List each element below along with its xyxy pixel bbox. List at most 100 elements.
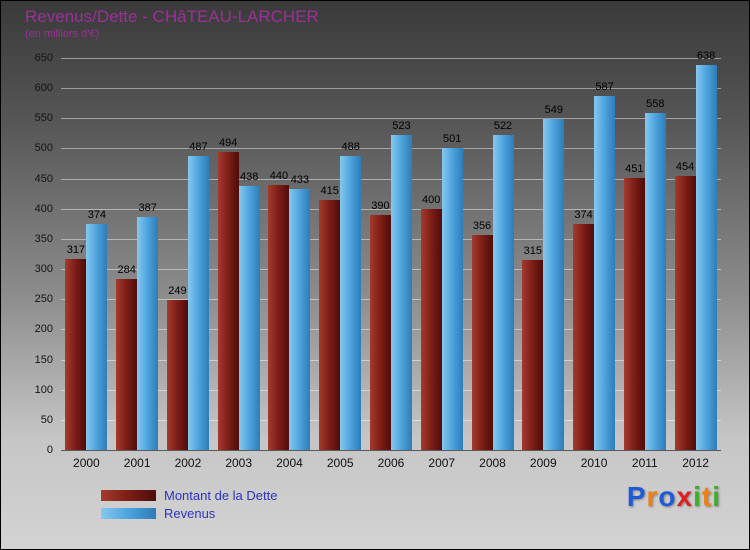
bar-revenus-2004: 433 <box>289 174 311 450</box>
bar-group-2011: 451 558 <box>619 58 670 450</box>
bar-group-2007: 400 501 <box>416 58 467 450</box>
proxiti-logo: Proxiti <box>627 481 721 513</box>
x-tick-label-2012: 2012 <box>682 456 709 470</box>
bar-revenus-2012: 638 <box>695 50 717 450</box>
x-axis-labels: 2000 2001 2002 2003 2004 2005 2006 2007 2008 2009… <box>61 456 721 470</box>
bar-revenus-2006: 523 <box>390 120 412 450</box>
y-tick-label: 450 <box>34 172 53 185</box>
bar-value-label: 488 <box>341 140 360 153</box>
bar-revenus-2003: 438 <box>238 171 260 450</box>
bar-revenus-2005: 488 <box>340 141 362 450</box>
x-tick-label-2008: 2008 <box>479 456 506 470</box>
logo-letter: P <box>626 481 647 512</box>
x-tick-label-2010: 2010 <box>580 456 608 470</box>
bar-value-label: 501 <box>443 132 462 145</box>
bar-value-label: 284 <box>117 263 136 276</box>
logo-letter: i <box>693 481 702 512</box>
legend-label-revenus: Revenus <box>164 506 216 521</box>
y-tick-label: 300 <box>34 263 53 276</box>
logo-letter: t <box>701 481 713 512</box>
bar-value-label: 454 <box>675 161 695 174</box>
bar-value-label: 451 <box>625 163 644 176</box>
bar-value-label: 433 <box>290 173 310 186</box>
bar-value-label: 415 <box>320 184 339 197</box>
bar-value-label: 523 <box>392 119 411 132</box>
x-tick-label-2011: 2011 <box>631 456 658 470</box>
y-tick-label: 400 <box>34 202 53 215</box>
bar-revenus-2011: 558 <box>644 98 666 450</box>
x-tick-label-2002: 2002 <box>174 456 202 470</box>
x-tick-label-2001: 2001 <box>123 456 151 470</box>
legend: Montant de la Dette Revenus <box>101 488 277 521</box>
chart-subtitle: (en milliers d'€) <box>25 28 100 40</box>
bar-value-label: 374 <box>87 209 107 222</box>
bar-group-2004: 440 433 <box>264 58 315 450</box>
bar-group-2012: 454 638 <box>670 50 721 450</box>
bar-revenus-2000: 374 <box>86 209 108 450</box>
bar-value-label: 400 <box>422 193 441 206</box>
bar-group-2000: 317 374 <box>61 58 112 450</box>
gridline <box>61 88 721 90</box>
bar-value-label: 249 <box>168 284 187 297</box>
bar-revenus-2010: 587 <box>594 81 616 450</box>
x-tick-label-2003: 2003 <box>225 456 253 470</box>
bar-revenus-2009: 549 <box>543 104 565 450</box>
gridline <box>61 118 721 120</box>
bar-revenus-2007: 501 <box>441 133 463 450</box>
bar-value-label: 356 <box>472 220 492 233</box>
bar-dette-2000: 317 <box>65 244 87 450</box>
y-tick-label: 100 <box>34 383 53 396</box>
bar-group-2001: 284 387 <box>112 58 163 450</box>
gridline <box>61 58 721 59</box>
bar-value-label: 638 <box>696 50 716 63</box>
bar-dette-2009: 315 <box>522 245 544 450</box>
bar-value-label: 494 <box>218 137 238 150</box>
legend-swatch-dette <box>101 490 156 501</box>
y-tick-label: 350 <box>34 232 53 245</box>
bar-value-label: 438 <box>239 170 259 183</box>
bar-dette-2006: 390 <box>369 200 391 450</box>
x-tick-label-2006: 2006 <box>377 456 405 470</box>
y-tick-label: 550 <box>34 112 53 125</box>
bar-group-2006: 390 523 <box>366 58 417 450</box>
logo-letter: o <box>658 481 677 512</box>
legend-swatch-revenus <box>101 508 156 519</box>
x-tick-label-2000: 2000 <box>73 456 100 470</box>
bar-value-label: 522 <box>493 120 513 133</box>
y-tick-label: 200 <box>34 323 53 336</box>
bar-dette-2005: 415 <box>319 185 341 450</box>
bar-group-2008: 356 522 <box>467 58 518 450</box>
bar-groups: 317 374 284 387 249 487 494 438 440 433 415 488 390 5… <box>61 50 721 450</box>
bar-dette-2012: 454 <box>674 161 696 450</box>
legend-label-dette: Montant de la Dette <box>164 488 278 503</box>
logo-letter: r <box>646 481 659 512</box>
bar-group-2005: 415 488 <box>315 58 366 450</box>
bar-revenus-2001: 387 <box>137 202 159 450</box>
bar-group-2002: 249 487 <box>163 58 214 450</box>
bar-value-label: 317 <box>66 243 86 256</box>
bar-dette-2002: 249 <box>166 285 188 450</box>
x-tick-label-2005: 2005 <box>326 456 354 470</box>
y-tick-label: 650 <box>34 52 53 64</box>
bar-chart-plot-area: 0 50 100 150 200 250 300 350 400 450 500 550 600 650 … <box>35 50 721 456</box>
bar-dette-2001: 284 <box>116 264 138 450</box>
bar-group-2010: 374 587 <box>569 58 620 450</box>
bar-value-label: 558 <box>646 98 665 111</box>
bar-value-label: 587 <box>595 81 614 93</box>
x-tick-label-2007: 2007 <box>428 456 456 470</box>
y-tick-label: 600 <box>34 82 53 95</box>
legend-row-dette: Montant de la Dette <box>101 488 277 503</box>
bar-dette-2007: 400 <box>420 194 442 450</box>
bar-dette-2003: 494 <box>217 137 239 450</box>
bar-value-label: 387 <box>138 201 157 214</box>
bar-group-2003: 494 438 <box>213 58 264 450</box>
bar-dette-2010: 374 <box>573 209 595 450</box>
bar-revenus-2002: 487 <box>187 141 209 450</box>
logo-letter: x <box>676 481 694 512</box>
bar-value-label: 549 <box>544 103 563 116</box>
y-tick-label: 50 <box>40 413 53 426</box>
chart-title: Revenus/Dette - CHâTEAU-LARCHER <box>25 7 319 26</box>
bar-dette-2011: 451 <box>623 163 645 450</box>
y-tick-label: 500 <box>34 142 53 155</box>
y-tick-label: 0 <box>46 444 53 456</box>
